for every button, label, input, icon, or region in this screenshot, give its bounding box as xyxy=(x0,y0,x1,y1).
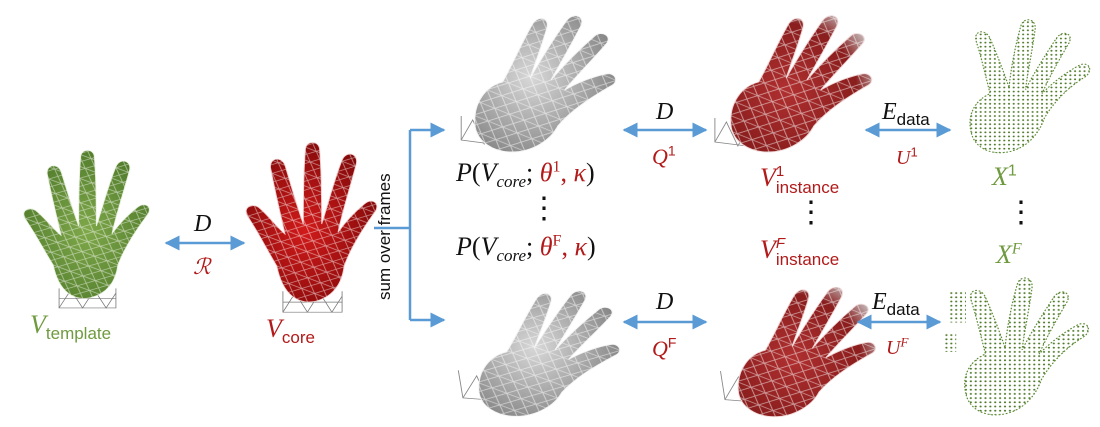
instance-hand-F-icon xyxy=(720,286,877,418)
core-label: Vcore xyxy=(266,314,315,348)
data-1-label: X1 xyxy=(992,162,1017,191)
instance-1-label: V 1 instance xyxy=(760,162,840,197)
posed-hand-F-icon xyxy=(457,290,621,417)
sum-over-frames-label: sum over frames xyxy=(375,173,394,300)
template-label: Vtemplate xyxy=(30,310,112,344)
sum-over-frames-bracket xyxy=(374,130,412,320)
core-hand-icon xyxy=(245,142,378,313)
arrow-instance-data-1-top-label: Edata xyxy=(882,99,930,129)
posed-hand-1-icon xyxy=(460,15,617,153)
data-pointcloud-1-icon xyxy=(969,19,1091,154)
pose-F-label: P(Vcore; θF, κ) xyxy=(456,232,596,266)
instance-F-label: V F instance xyxy=(760,234,840,269)
arrow-instance-data-1-bottom-label: U1 xyxy=(896,144,918,169)
arrow-instance-data-F-top-label: Edata xyxy=(872,289,920,319)
data-F-label: XF xyxy=(996,240,1022,269)
instance-hand-1-icon xyxy=(714,15,873,153)
arrow-pose-instance-1-top-label: D xyxy=(656,99,674,125)
pose-1-label: P(Vcore; θ1, κ) xyxy=(456,158,595,192)
arrow-template-core-top-label: D xyxy=(194,211,212,237)
data-pointcloud-F-icon xyxy=(944,277,1090,416)
instance-ellipsis: ⋮ xyxy=(796,196,826,229)
arrow-pose-instance-F-top-label: D xyxy=(656,289,674,315)
arrow-pose-instance-1-bottom-label: Q1 xyxy=(652,142,676,169)
arrow-pose-instance-F-bottom-label: QF xyxy=(652,334,677,361)
arrow-instance-data-F-bottom-label: UF xyxy=(886,334,909,359)
template-hand-icon xyxy=(23,149,150,309)
pose-ellipsis: ⋮ xyxy=(529,192,559,225)
arrow-template-core-bottom-label: ℛ xyxy=(193,254,211,279)
data-ellipsis: ⋮ xyxy=(1006,196,1036,229)
